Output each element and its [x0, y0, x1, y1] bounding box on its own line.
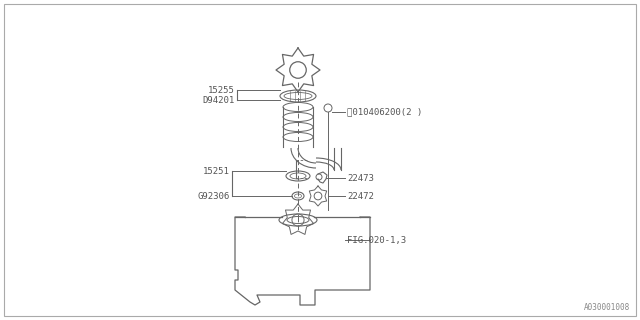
Text: 15251: 15251	[203, 166, 230, 175]
Text: A030001008: A030001008	[584, 303, 630, 312]
Text: 22472: 22472	[347, 191, 374, 201]
Text: D94201: D94201	[203, 95, 235, 105]
Text: Ⓑ010406200(2 ): Ⓑ010406200(2 )	[347, 108, 422, 116]
Text: 22473: 22473	[347, 173, 374, 182]
Text: FIG.020-1,3: FIG.020-1,3	[347, 236, 406, 244]
Text: 15255: 15255	[208, 85, 235, 94]
Text: G92306: G92306	[198, 191, 230, 201]
